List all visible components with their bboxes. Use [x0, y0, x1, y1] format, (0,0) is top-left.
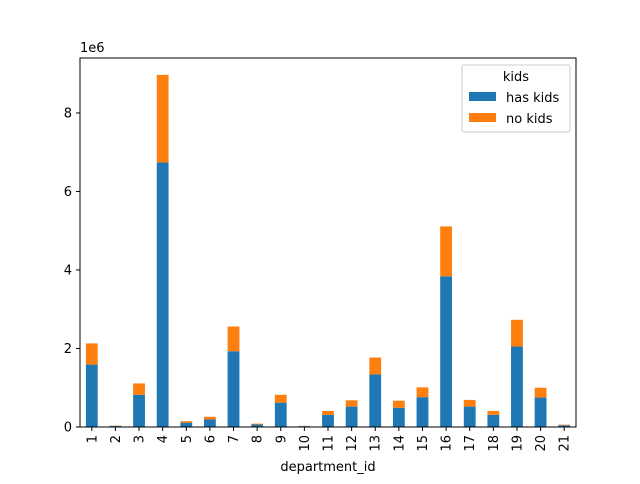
x-tick-label: 10 [298, 435, 313, 452]
bar-no-kids-dept-4 [157, 75, 169, 163]
bar-has-kids-dept-18 [487, 415, 499, 427]
x-tick-label: 7 [227, 435, 242, 443]
bar-has-kids-dept-6 [204, 420, 216, 427]
x-tick-label: 17 [463, 435, 478, 452]
bar-has-kids-dept-20 [535, 398, 547, 427]
y-tick-label: 0 [64, 421, 72, 436]
x-tick-label: 3 [133, 435, 148, 443]
y-tick-label: 2 [64, 342, 72, 357]
bar-no-kids-dept-20 [535, 388, 547, 398]
x-tick-label: 4 [156, 435, 171, 443]
y-tick-label: 6 [64, 185, 72, 200]
bar-no-kids-dept-8 [251, 424, 263, 425]
legend-label-no-kids: no kids [506, 112, 553, 127]
bar-no-kids-dept-13 [369, 358, 381, 375]
bar-no-kids-dept-21 [558, 425, 570, 426]
bar-no-kids-dept-6 [204, 417, 216, 420]
x-tick-label: 15 [416, 435, 431, 452]
bar-no-kids-dept-5 [180, 421, 192, 423]
bar-no-kids-dept-19 [511, 320, 523, 347]
bar-has-kids-dept-7 [228, 351, 240, 427]
x-tick-label: 21 [558, 435, 573, 452]
bar-has-kids-dept-13 [369, 374, 381, 427]
legend-label-has-kids: has kids [506, 91, 560, 106]
bar-no-kids-dept-11 [322, 411, 334, 415]
bar-no-kids-dept-15 [417, 387, 429, 397]
bar-has-kids-dept-1 [86, 365, 98, 427]
bar-has-kids-dept-4 [157, 162, 169, 427]
x-tick-label: 2 [109, 435, 124, 443]
x-tick-label: 11 [322, 435, 337, 452]
bar-has-kids-dept-12 [346, 407, 358, 427]
bar-no-kids-dept-17 [464, 400, 476, 407]
bar-has-kids-dept-3 [133, 395, 145, 427]
legend-title: kids [503, 70, 529, 85]
x-tick-label: 6 [203, 435, 218, 443]
legend: kids has kids no kids [462, 65, 570, 132]
bar-has-kids-dept-14 [393, 408, 405, 427]
x-tick-label: 8 [251, 435, 266, 443]
y-axis: 0 2 4 6 8 [64, 106, 80, 435]
x-tick-label: 5 [180, 435, 195, 443]
bar-no-kids-dept-12 [346, 400, 358, 406]
bar-has-kids-dept-11 [322, 415, 334, 427]
bar-has-kids-dept-17 [464, 407, 476, 427]
bar-has-kids-dept-16 [440, 276, 452, 427]
y-tick-label: 8 [64, 106, 72, 121]
x-tick-label: 19 [510, 435, 525, 452]
bar-has-kids-dept-5 [180, 423, 192, 427]
x-tick-label: 9 [274, 435, 289, 443]
legend-swatch-has-kids [469, 92, 496, 101]
bar-has-kids-dept-19 [511, 347, 523, 427]
y-scale-label: 1e6 [80, 41, 105, 56]
x-tick-label: 18 [487, 435, 502, 452]
bar-no-kids-dept-3 [133, 383, 145, 394]
x-tick-label: 16 [440, 435, 455, 452]
x-tick-label: 12 [345, 435, 360, 452]
bar-has-kids-dept-9 [275, 403, 287, 427]
bar-no-kids-dept-14 [393, 401, 405, 408]
legend-swatch-no-kids [469, 113, 496, 122]
bar-no-kids-dept-18 [487, 411, 499, 415]
bar-has-kids-dept-15 [417, 397, 429, 427]
bar-no-kids-dept-7 [228, 327, 240, 352]
y-tick-label: 4 [64, 263, 72, 278]
x-tick-label: 20 [534, 435, 549, 452]
bar-no-kids-dept-16 [440, 226, 452, 276]
bar-no-kids-dept-9 [275, 395, 287, 403]
x-tick-label: 14 [392, 435, 407, 452]
x-axis-label: department_id [280, 460, 375, 475]
x-tick-label: 1 [85, 435, 100, 443]
x-tick-label: 13 [369, 435, 384, 452]
bar-no-kids-dept-1 [86, 343, 98, 364]
